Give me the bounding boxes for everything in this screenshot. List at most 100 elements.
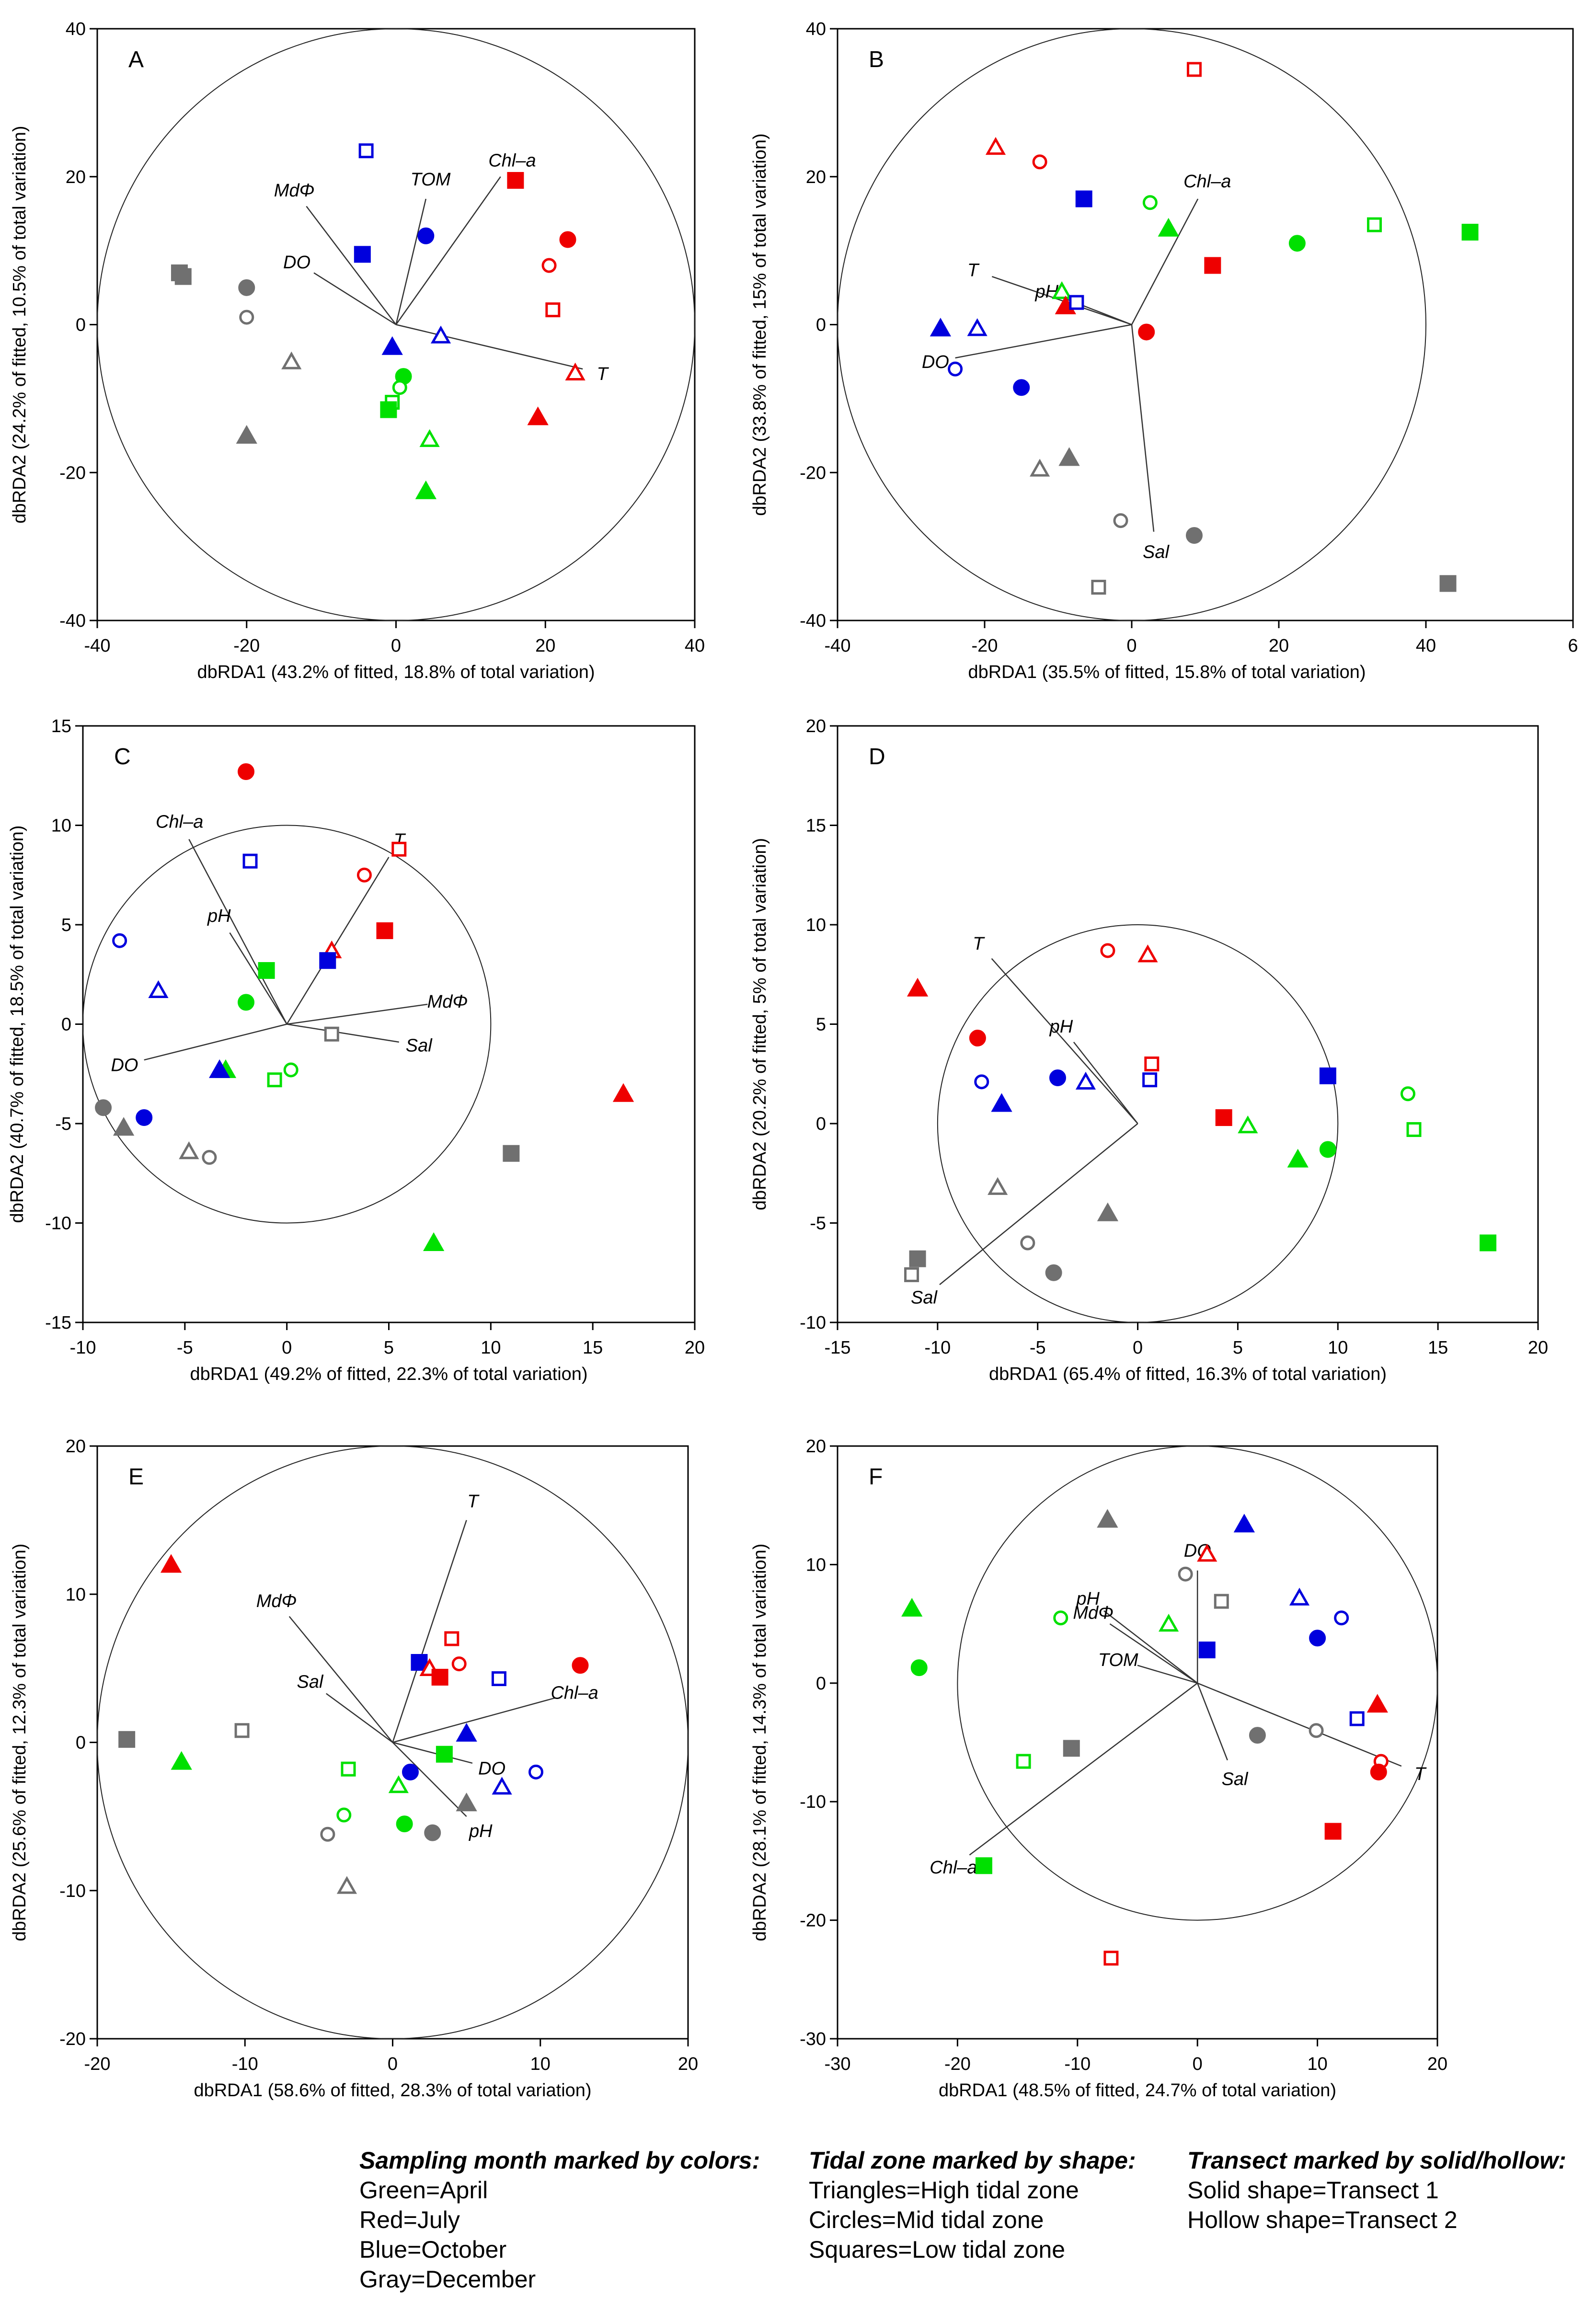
point-gray-square-solid — [503, 1145, 520, 1162]
point-green-circle-solid — [238, 994, 255, 1011]
vector-label: T — [597, 364, 609, 384]
point-gray-circle-hollow — [1309, 1723, 1324, 1738]
panel-letter: E — [128, 1464, 144, 1490]
y-tick-label: 20 — [806, 716, 826, 736]
point-blue-square-hollow — [1349, 1711, 1365, 1726]
panel-letter: C — [114, 744, 131, 770]
y-tick-label: 5 — [61, 915, 71, 935]
point-gray-circle-hollow — [1178, 1566, 1193, 1582]
point-green-circle-hollow — [336, 1807, 352, 1823]
point-blue-triangle-hollow — [1289, 1587, 1310, 1606]
y-axis-label: dbRDA2 (20.2% of fitted, 5% of total var… — [750, 838, 770, 1210]
y-tick-label: -20 — [800, 463, 826, 483]
vector-label: Sal — [297, 1672, 323, 1692]
correlation-circle — [957, 1446, 1438, 1921]
point-gray-square-solid — [909, 1250, 926, 1267]
vector-line — [287, 1023, 399, 1043]
point-blue-square-solid — [411, 1654, 428, 1671]
vector-line — [392, 1742, 467, 1817]
point-green-triangle-solid — [1287, 1149, 1309, 1168]
point-red-square-solid — [1204, 257, 1221, 274]
y-tick-label: 20 — [66, 1436, 86, 1457]
point-blue-square-solid — [1075, 190, 1092, 207]
plot-frame — [837, 725, 1539, 1323]
vector-label: DO — [922, 352, 949, 372]
vector-line — [188, 838, 287, 1025]
x-tick-label: 20 — [685, 1338, 705, 1358]
point-green-square-hollow — [1406, 1122, 1422, 1137]
point-green-square-solid — [1480, 1234, 1497, 1252]
y-tick-label: -10 — [45, 1214, 71, 1234]
x-tick-label: -10 — [70, 1338, 96, 1358]
point-red-square-solid — [431, 1668, 448, 1686]
vector-label: DO — [283, 253, 310, 273]
x-tick-label: 10 — [530, 2054, 551, 2074]
x-tick-label: 10 — [1328, 1338, 1348, 1358]
vector-line — [1197, 1683, 1228, 1761]
panel-E: -20 -10 0 10 20 -20 -10 0 10 20 dbRDA1 (58.6% of f… — [10, 1436, 698, 2101]
point-blue-square-hollow — [491, 1671, 506, 1687]
point-gray-circle-hollow — [239, 310, 254, 325]
vector-line — [313, 272, 397, 325]
point-green-triangle-solid — [171, 1751, 192, 1770]
vector-line — [326, 1693, 393, 1743]
vector-label: DO — [478, 1758, 505, 1779]
vector-label: DO — [111, 1055, 138, 1075]
vector-label: pH — [469, 1821, 493, 1841]
point-blue-triangle-solid — [930, 318, 952, 337]
vector-label: MdΦ — [1073, 1603, 1114, 1623]
point-blue-triangle-hollow — [148, 980, 169, 999]
vector-line — [991, 958, 1138, 1124]
point-blue-circle-hollow — [112, 933, 127, 948]
y-tick-label: -5 — [810, 1214, 826, 1234]
x-axis-label: dbRDA1 (65.4% of fitted, 16.3% of total … — [989, 1364, 1387, 1384]
y-axis-label: dbRDA2 (33.8% of fitted, 15% of total va… — [750, 133, 770, 516]
point-red-square-hollow — [444, 1631, 459, 1646]
point-red-circle-hollow — [451, 1656, 467, 1672]
vector-label: MdΦ — [274, 181, 315, 201]
vector-line — [144, 1023, 287, 1061]
point-blue-circle-hollow — [948, 361, 963, 377]
point-red-triangle-solid — [160, 1554, 182, 1573]
point-blue-square-hollow — [1142, 1072, 1158, 1088]
point-gray-square-hollow — [904, 1267, 919, 1282]
point-gray-circle-hollow — [202, 1150, 217, 1165]
point-red-square-solid — [1215, 1109, 1232, 1126]
vector-line — [395, 176, 501, 325]
point-green-square-solid — [436, 1746, 453, 1763]
x-tick-label: -30 — [825, 2054, 851, 2074]
panel-letter: A — [128, 47, 144, 72]
legend-month-title: Sampling month marked by colors: — [359, 2147, 760, 2174]
point-gray-square-hollow — [1214, 1594, 1229, 1609]
x-tick-label: 15 — [583, 1338, 603, 1358]
point-blue-triangle-solid — [1233, 1514, 1255, 1533]
point-green-triangle-hollow — [1159, 1614, 1179, 1632]
vector-line — [1131, 198, 1199, 325]
point-red-circle-solid — [969, 1030, 986, 1047]
panel-D: -15 -10 -5 0 5 10 15 20 -10 -5 0 5 10 15 20 dbRDA1 (65.… — [750, 716, 1548, 1384]
point-green-circle-solid — [910, 1659, 928, 1677]
vector-line — [288, 1616, 393, 1743]
point-gray-circle-hollow — [1020, 1235, 1035, 1251]
y-tick-label: -20 — [59, 463, 86, 483]
x-tick-label: -5 — [1030, 1338, 1046, 1358]
point-gray-square-solid — [1063, 1740, 1080, 1757]
vector-label: Chl–a — [1183, 172, 1231, 192]
point-blue-square-hollow — [1069, 295, 1084, 310]
point-gray-circle-solid — [95, 1099, 112, 1116]
x-tick-label: 0 — [1193, 2054, 1203, 2074]
x-tick-label: 20 — [1427, 2054, 1447, 2074]
point-green-square-hollow — [1016, 1754, 1031, 1769]
point-blue-circle-solid — [136, 1109, 153, 1126]
point-red-square-hollow — [391, 841, 407, 857]
point-red-circle-hollow — [541, 258, 557, 273]
point-blue-square-solid — [319, 952, 336, 969]
point-green-square-hollow — [267, 1072, 282, 1088]
point-blue-circle-solid — [1049, 1069, 1066, 1087]
point-green-circle-hollow — [1400, 1086, 1415, 1102]
x-tick-label: 20 — [1269, 636, 1289, 656]
y-tick-label: 0 — [76, 1733, 86, 1753]
vector-label: Chl–a — [488, 150, 536, 171]
point-blue-circle-hollow — [974, 1074, 989, 1090]
